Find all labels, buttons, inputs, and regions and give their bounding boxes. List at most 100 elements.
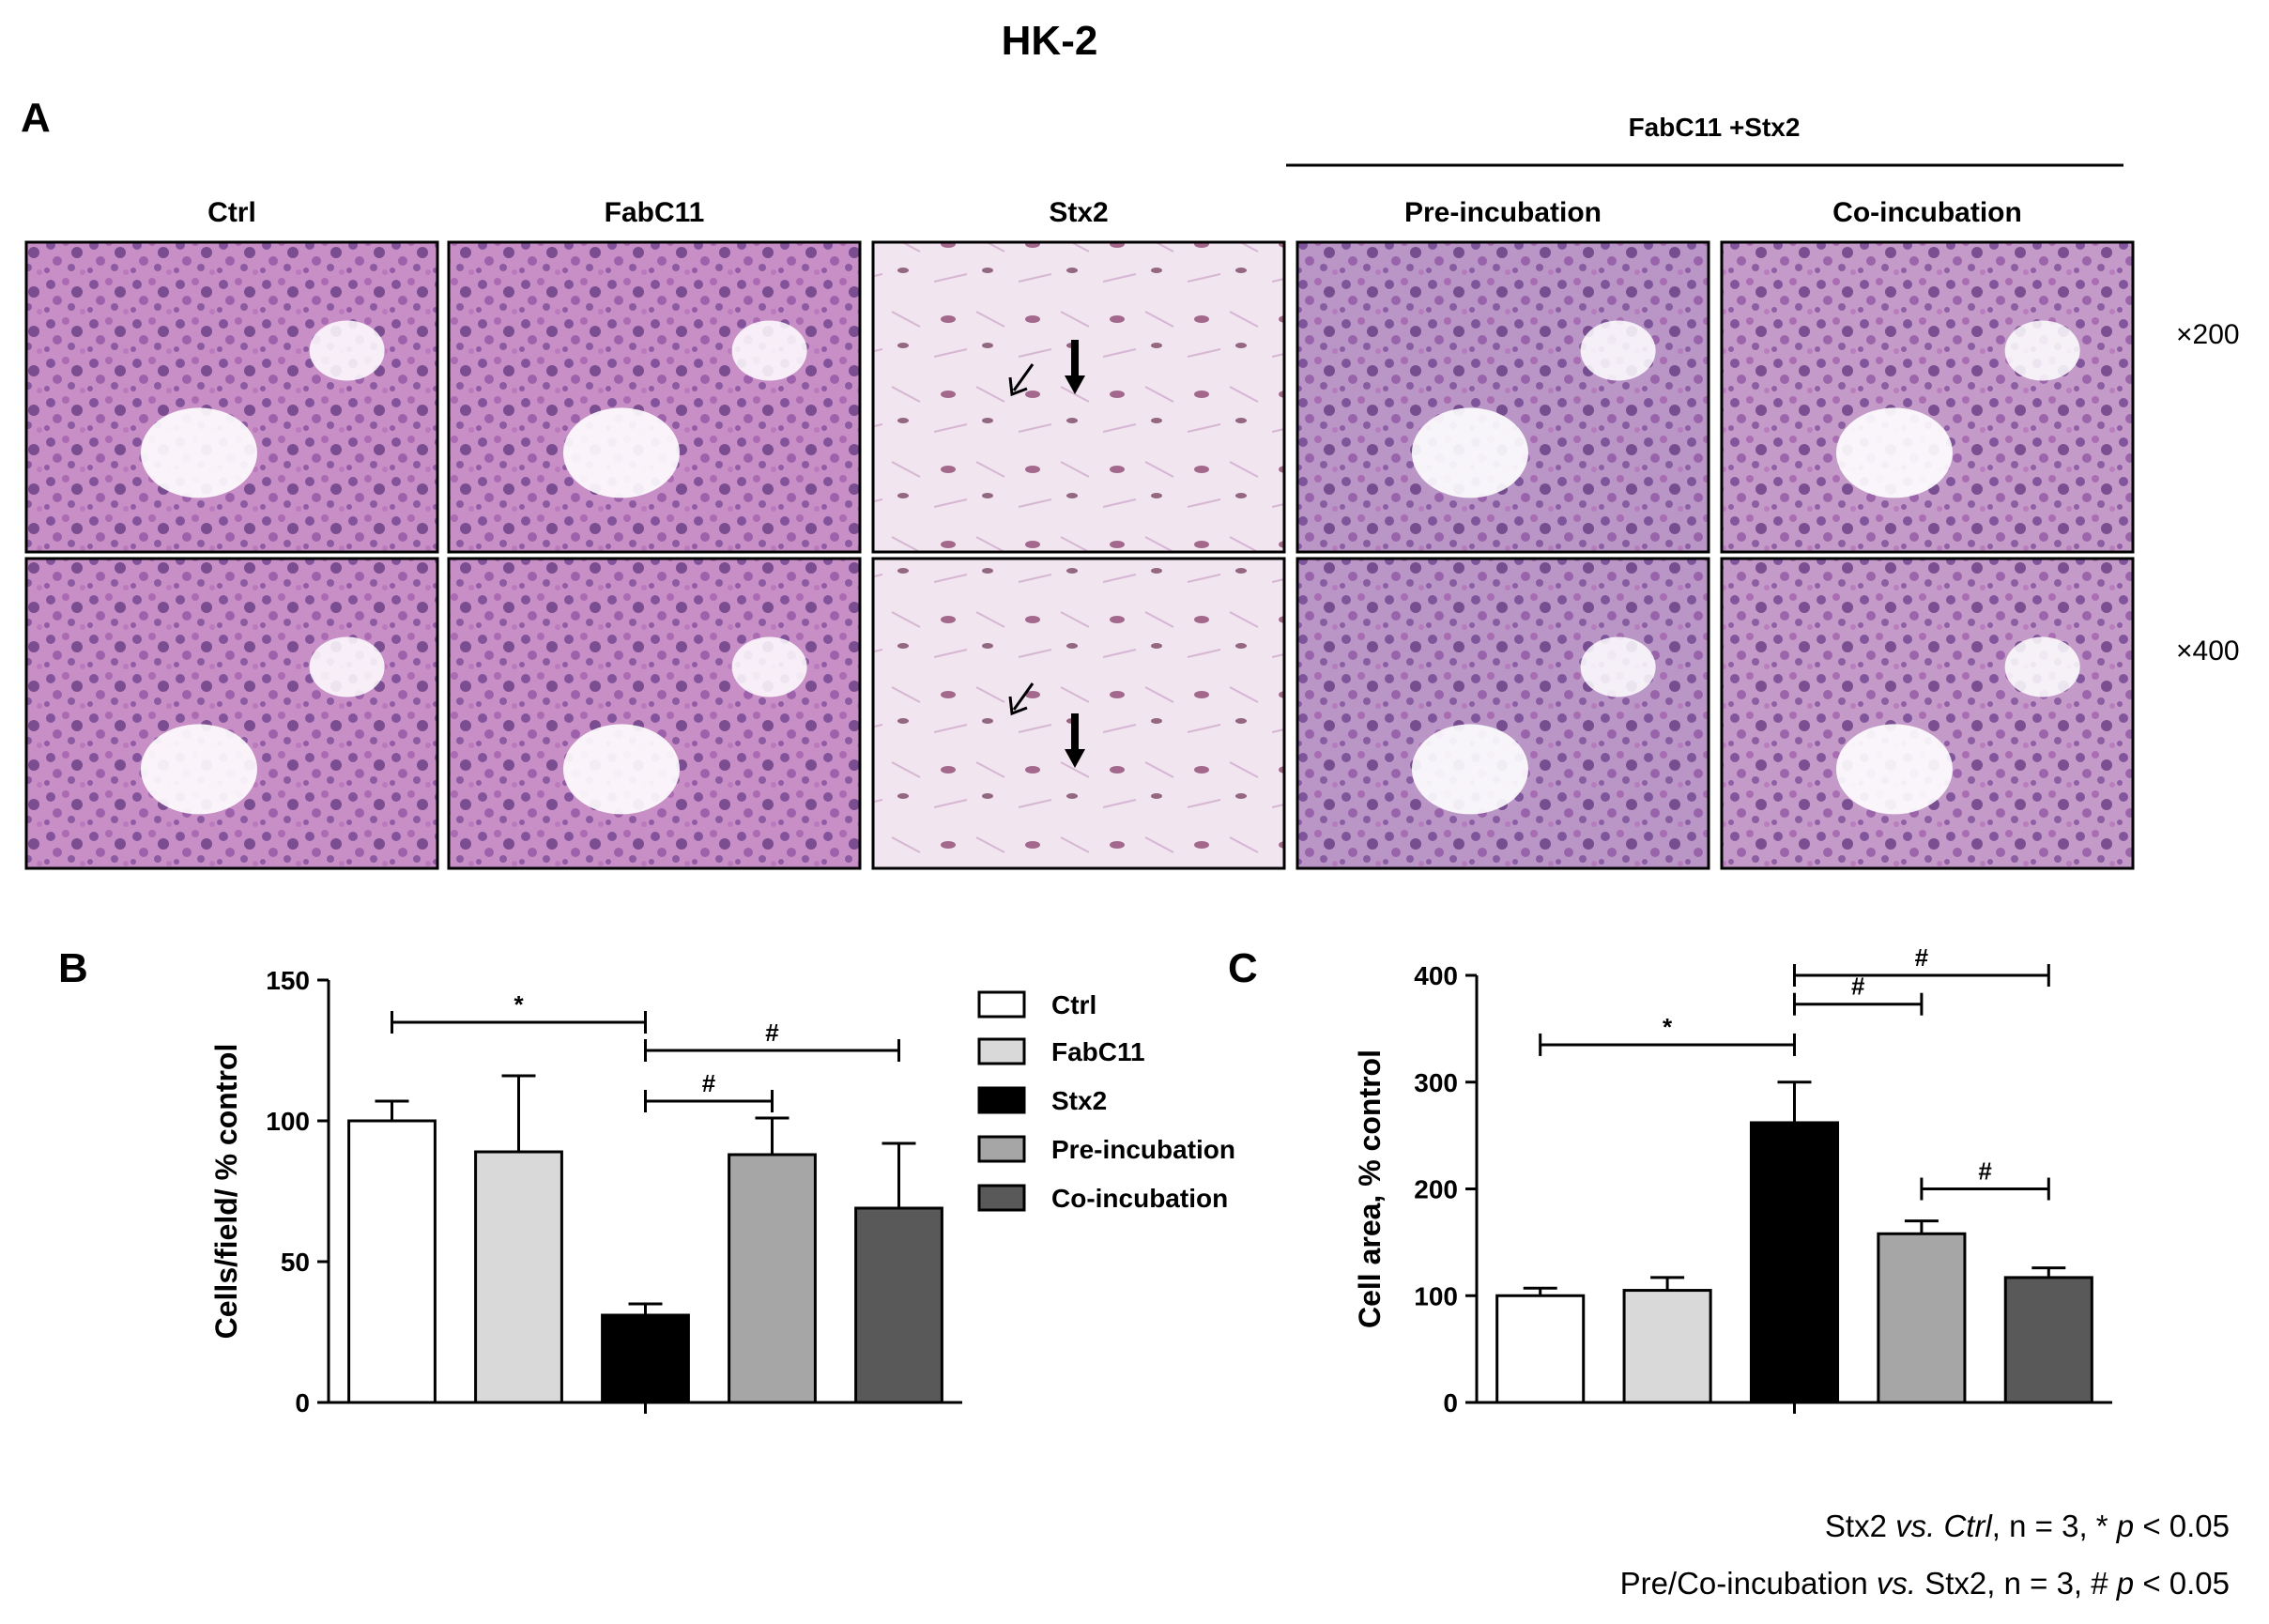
y-tick-label: 200 <box>1414 1175 1458 1204</box>
legend-label: Ctrl <box>1051 990 1096 1019</box>
micrograph-cells <box>26 242 437 552</box>
y-axis-label: Cell area, % control <box>1353 1049 1387 1328</box>
footnote-part: , n = 3, * <box>1992 1509 2117 1543</box>
y-tick-label: 0 <box>1443 1388 1458 1417</box>
arrow-shaft <box>1071 340 1079 377</box>
legend-item-4: Co-incubation <box>977 1184 1228 1213</box>
legend-label: Co-incubation <box>1051 1184 1228 1213</box>
bar-stx2 <box>601 1313 690 1404</box>
micrograph-gap <box>731 320 807 381</box>
arrow-head <box>1065 375 1085 394</box>
footnote-0: Stx2 vs. Ctrl, n = 3, * p < 0.05 <box>1825 1509 2230 1543</box>
footnote-part: vs. <box>1877 1566 1916 1601</box>
micrograph-cells <box>449 559 860 868</box>
legend-item-1: FabC11 <box>977 1037 1145 1066</box>
micrograph-gap <box>2004 636 2080 697</box>
micrograph-3-1 <box>1295 557 1710 870</box>
y-tick-label: 300 <box>1414 1068 1458 1097</box>
bar-fabc11 <box>1622 1289 1712 1404</box>
legend-item-3: Pre-incubation <box>977 1135 1235 1164</box>
micrograph-1-1 <box>447 557 862 870</box>
micrograph-frame <box>871 240 1286 554</box>
micrograph-cells <box>1722 242 2133 552</box>
bar-ctrl <box>1495 1294 1586 1404</box>
y-tick-label: 50 <box>281 1248 310 1277</box>
legend-swatch <box>977 1184 1026 1212</box>
bar-co-incubation <box>854 1206 943 1404</box>
micrograph-frame <box>1295 240 1710 554</box>
y-tick-label: 100 <box>1414 1281 1458 1310</box>
footnote-part: p <box>2116 1509 2134 1543</box>
bar-ctrl <box>347 1119 437 1404</box>
micrograph-gap <box>140 724 257 815</box>
y-tick-label: 400 <box>1414 961 1458 990</box>
micrograph-2-0 <box>871 240 1286 554</box>
micrograph-gap <box>140 407 257 498</box>
micrograph-gap <box>1411 724 1528 815</box>
micrograph-gap <box>309 320 385 381</box>
micrograph-gap <box>309 636 385 697</box>
micrograph-cells <box>1297 559 1709 868</box>
footnotes: Stx2 vs. Ctrl, n = 3, * p < 0.05 Pre/Co-i… <box>1620 1509 2230 1601</box>
micrograph-cells <box>873 242 1284 552</box>
thin-arrow-head <box>1008 376 1028 397</box>
thin-arrow-shaft <box>1012 682 1035 711</box>
footnote-part: < 0.05 <box>2134 1566 2230 1601</box>
micrograph-cells <box>449 242 860 552</box>
significance-symbol: # <box>765 1019 779 1047</box>
significance-symbol: # <box>1851 973 1865 1001</box>
legend-swatch <box>977 990 1026 1019</box>
footnote-1: Pre/Co-incubation vs. Stx2, n = 3, # p <… <box>1620 1566 2230 1601</box>
y-axis-label: Cells/field/ % control <box>209 1044 243 1340</box>
micrograph-4-1 <box>1720 557 2135 870</box>
legend-label: Pre-incubation <box>1051 1135 1235 1164</box>
footnote-part: < 0.05 <box>2134 1509 2230 1543</box>
bar-fabc11 <box>474 1150 563 1404</box>
micrograph-1-0 <box>447 240 862 554</box>
legend-item-0: Ctrl <box>977 990 1096 1019</box>
micrograph-frame <box>1720 557 2135 870</box>
row-label-1: ×400 <box>2176 636 2240 666</box>
column-label-4: Co-incubation <box>1832 197 2022 228</box>
chart-b: B 0 50 100 150 Cells/field/ % control * # # Ctrl F… <box>58 945 1235 1417</box>
bar-pre-incubation <box>1877 1232 1967 1404</box>
micrograph-gap <box>1580 636 1656 697</box>
column-label-1: FabC11 <box>605 197 705 228</box>
micrograph-0-1 <box>24 557 439 870</box>
legend-label: Stx2 <box>1051 1086 1107 1115</box>
micrograph-gap <box>1835 407 1953 498</box>
footnote-part: p <box>2116 1566 2134 1601</box>
chart-c: C 0 100 200 300 400 Cell area, % control * # # # <box>1228 943 2112 1417</box>
micrograph-frame <box>1295 557 1710 870</box>
arrow-head <box>1065 749 1085 768</box>
micrograph-gap <box>1835 724 1953 815</box>
column-label-2: Stx2 <box>1049 197 1108 228</box>
column-label-0: Ctrl <box>207 197 256 228</box>
thin-arrow-head <box>1008 696 1028 716</box>
micrograph-gap <box>562 724 680 815</box>
micrograph-gap <box>562 407 680 498</box>
thin-arrow-shaft <box>1012 363 1035 391</box>
column-label-3: Pre-incubation <box>1404 197 1602 228</box>
footnote-part: vs. Ctrl <box>1895 1509 1993 1543</box>
row-label-0: ×200 <box>2176 319 2240 350</box>
significance-symbol: * <box>1663 1013 1673 1041</box>
micrograph-4-0 <box>1720 240 2135 554</box>
significance-symbol: # <box>1915 943 1929 972</box>
footnote-part: Pre/Co-incubation <box>1620 1566 1877 1601</box>
micrograph-frame <box>871 557 1286 870</box>
legend-swatch <box>977 1135 1026 1163</box>
bar-pre-incubation <box>728 1153 817 1404</box>
significance-symbol: # <box>1978 1157 1992 1186</box>
panel-b-label: B <box>58 945 88 991</box>
y-tick-label: 150 <box>266 966 310 995</box>
micrograph-gap <box>1411 407 1528 498</box>
micrograph-0-0 <box>24 240 439 554</box>
footnote-part: Stx2, n = 3, # <box>1916 1566 2117 1601</box>
micrograph-frame <box>1720 240 2135 554</box>
micrograph-gap <box>1580 320 1656 381</box>
significance-symbol: # <box>702 1069 716 1097</box>
y-tick-label: 100 <box>266 1107 310 1136</box>
significance-symbol: * <box>514 990 524 1019</box>
